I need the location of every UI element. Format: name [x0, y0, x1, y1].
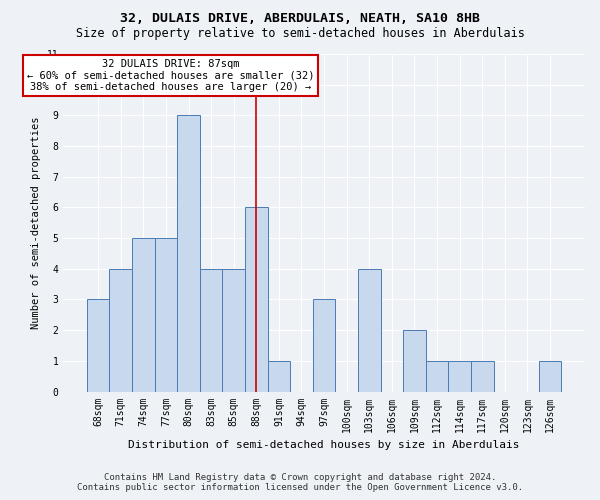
Bar [155, 238, 177, 392]
Bar [448, 361, 471, 392]
Text: 32, DULAIS DRIVE, ABERDULAIS, NEATH, SA10 8HB: 32, DULAIS DRIVE, ABERDULAIS, NEATH, SA1… [120, 12, 480, 26]
Bar [200, 269, 223, 392]
Bar [426, 361, 448, 392]
Bar [245, 208, 268, 392]
Y-axis label: Number of semi-detached properties: Number of semi-detached properties [31, 116, 41, 329]
Bar [471, 361, 494, 392]
Bar [132, 238, 155, 392]
Bar [223, 269, 245, 392]
Bar [403, 330, 426, 392]
Bar [539, 361, 561, 392]
Bar [109, 269, 132, 392]
Bar [268, 361, 290, 392]
X-axis label: Distribution of semi-detached houses by size in Aberdulais: Distribution of semi-detached houses by … [128, 440, 520, 450]
Text: 32 DULAIS DRIVE: 87sqm
← 60% of semi-detached houses are smaller (32)
38% of sem: 32 DULAIS DRIVE: 87sqm ← 60% of semi-det… [26, 59, 314, 92]
Bar [177, 116, 200, 392]
Bar [358, 269, 380, 392]
Bar [87, 300, 109, 392]
Text: Contains HM Land Registry data © Crown copyright and database right 2024.
Contai: Contains HM Land Registry data © Crown c… [77, 473, 523, 492]
Bar [313, 300, 335, 392]
Text: Size of property relative to semi-detached houses in Aberdulais: Size of property relative to semi-detach… [76, 28, 524, 40]
